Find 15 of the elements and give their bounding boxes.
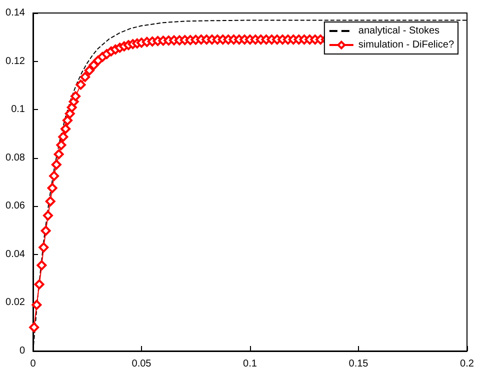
y-tick-label: 0.1	[11, 104, 26, 116]
y-tick-label: 0.04	[6, 248, 26, 260]
legend-label: simulation - DiFelice?	[358, 40, 454, 50]
y-tick-label: 0.12	[6, 56, 26, 67]
x-tick-label: 0.15	[348, 358, 369, 370]
x-tick-label: 0.1	[243, 358, 258, 370]
y-tick-label: 0.08	[6, 152, 26, 164]
x-tick-label: 0.05	[132, 358, 152, 370]
y-tick-label: 0.14	[6, 8, 26, 18]
y-tick-label: 0.02	[6, 297, 26, 308]
x-tick-label: 0	[30, 358, 36, 370]
x-tick-label: 0.2	[460, 358, 474, 370]
y-tick-label: 0	[19, 346, 26, 356]
legend-label: analytical - Stokes	[358, 26, 440, 36]
y-tick-label: 0.06	[6, 200, 26, 212]
